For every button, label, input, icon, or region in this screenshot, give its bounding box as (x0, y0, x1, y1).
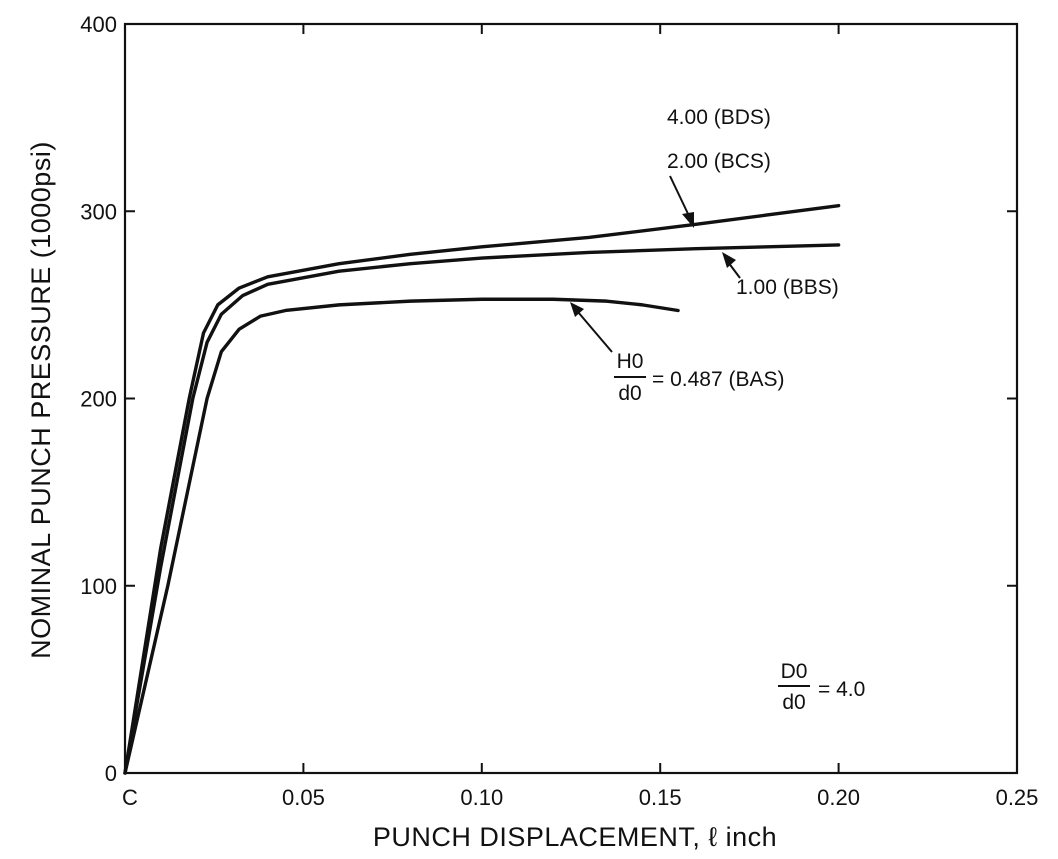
series-line-2 (123, 297, 680, 775)
x-tick-label: 0.15 (639, 785, 682, 810)
arrowhead-bas (570, 302, 584, 317)
plot-frame (123, 22, 1019, 775)
annotation-bds: 4.00 (BDS) (667, 106, 771, 129)
x-tick-labels: C 0.05 0.10 0.15 0.20 0.25 (122, 785, 1038, 810)
arrowhead-bbs (722, 252, 736, 268)
annotation-bas-numerator: H0 (617, 350, 644, 373)
arrowhead-bcs (682, 212, 694, 228)
y-axis-label: NOMINAL PUNCH PRESSURE (1000psi) (26, 141, 56, 659)
series-line-0 (123, 203, 841, 775)
annotation-param-value: = 4.0 (818, 678, 865, 701)
annotation-bas-value: = 0.487 (BAS) (652, 368, 785, 391)
data-series (123, 203, 841, 775)
y-tick-label: 300 (80, 199, 117, 224)
series-line-1 (123, 243, 841, 775)
x-tick-label: C (122, 785, 138, 810)
y-tick-labels: 0 100 200 300 400 (80, 12, 117, 786)
y-tick-label: 0 (105, 761, 117, 786)
leader-bcs (669, 175, 691, 219)
annotation-bbs: 1.00 (BBS) (736, 276, 839, 299)
y-tick-label: 200 (80, 387, 117, 412)
x-tick-label: 0.10 (460, 785, 503, 810)
x-tick-label: 0.25 (996, 785, 1039, 810)
annotation-param-numerator: D0 (781, 660, 808, 683)
annotation-bcs: 2.00 (BCS) (667, 150, 771, 173)
leader-bas (577, 311, 613, 353)
y-tick-label: 400 (80, 12, 117, 37)
x-axis-label: PUNCH DISPLACEMENT, ℓ inch (373, 822, 777, 852)
annotation-param-denominator: d0 (782, 691, 805, 714)
y-tick-label: 100 (80, 574, 117, 599)
tick-marks (124, 23, 1018, 774)
x-tick-label: 0.20 (817, 785, 860, 810)
annotation-bas-denominator: d0 (618, 382, 641, 405)
x-tick-label: 0.05 (282, 785, 325, 810)
